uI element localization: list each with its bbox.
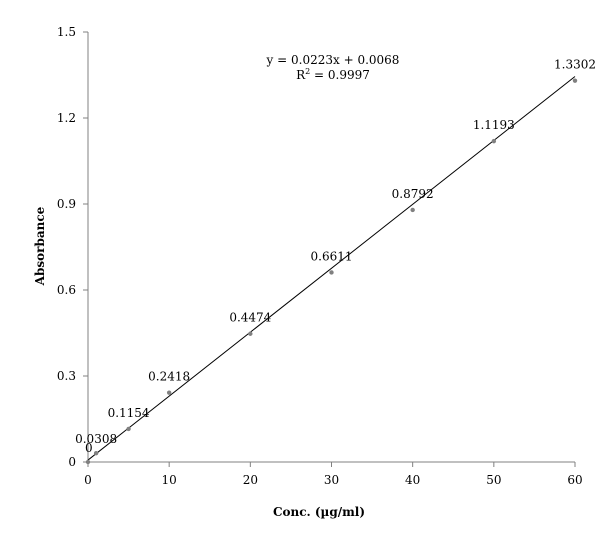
data-label: 0.1154 — [108, 406, 150, 420]
x-tick-label: 10 — [162, 473, 177, 487]
trendline-group — [87, 76, 576, 461]
data-point — [248, 331, 253, 336]
x-tick-label: 30 — [324, 473, 339, 487]
data-label: 0.4474 — [229, 311, 271, 325]
y-tick-label: 1.2 — [57, 111, 76, 125]
y-axis-title: Absorbance — [33, 206, 47, 286]
axes — [87, 32, 575, 463]
data-point — [126, 426, 131, 432]
data-point — [85, 459, 91, 465]
x-tick-label: 40 — [405, 473, 420, 487]
trendline — [87, 76, 576, 461]
data-point — [491, 138, 497, 144]
r-squared-superscript: 2 — [305, 67, 310, 76]
x-tick-label: 0 — [84, 473, 92, 487]
r-squared-value: = 0.9997 — [310, 68, 370, 82]
y-tick-label: 1.5 — [57, 25, 76, 39]
y-tick-label: 0.6 — [57, 283, 76, 297]
data-point — [410, 207, 415, 213]
data-point — [329, 270, 334, 275]
data-labels: 00.0308 0.1154 0.2418 0.4474 0.6611 0.8792 1.1… — [75, 58, 596, 455]
data-point — [166, 390, 172, 395]
x-axis-title: Conc. (µg/ml) — [273, 505, 365, 519]
data-point — [93, 450, 99, 456]
r-squared-prefix: R — [296, 68, 306, 82]
trendline-equation: y = 0.0223x + 0.0068 — [266, 53, 400, 67]
data-label: 1.3302 — [554, 58, 596, 72]
data-point — [572, 78, 578, 83]
data-label: 0.2418 — [148, 370, 190, 384]
x-tick-label: 50 — [486, 473, 501, 487]
y-tick-label: 0 — [68, 455, 76, 469]
data-label: 0 — [85, 441, 93, 455]
ticks — [83, 31, 576, 467]
x-tick-label: 60 — [567, 473, 582, 487]
x-tick-label: 20 — [243, 473, 258, 487]
y-tick-label: 0.3 — [57, 369, 76, 383]
y-tick-label: 0.9 — [57, 197, 76, 211]
trendline-r-squared: R2 = 0.9997 — [296, 67, 370, 82]
tick-labels: 00.30.60.91.21.50 10 20 30 40 50 60 — [57, 25, 583, 487]
data-label: 0.6611 — [311, 249, 353, 263]
data-points — [85, 78, 578, 465]
data-label: 0.8792 — [392, 187, 434, 201]
data-label: 0.0308 — [75, 432, 117, 446]
data-label: 1.1193 — [473, 118, 515, 132]
